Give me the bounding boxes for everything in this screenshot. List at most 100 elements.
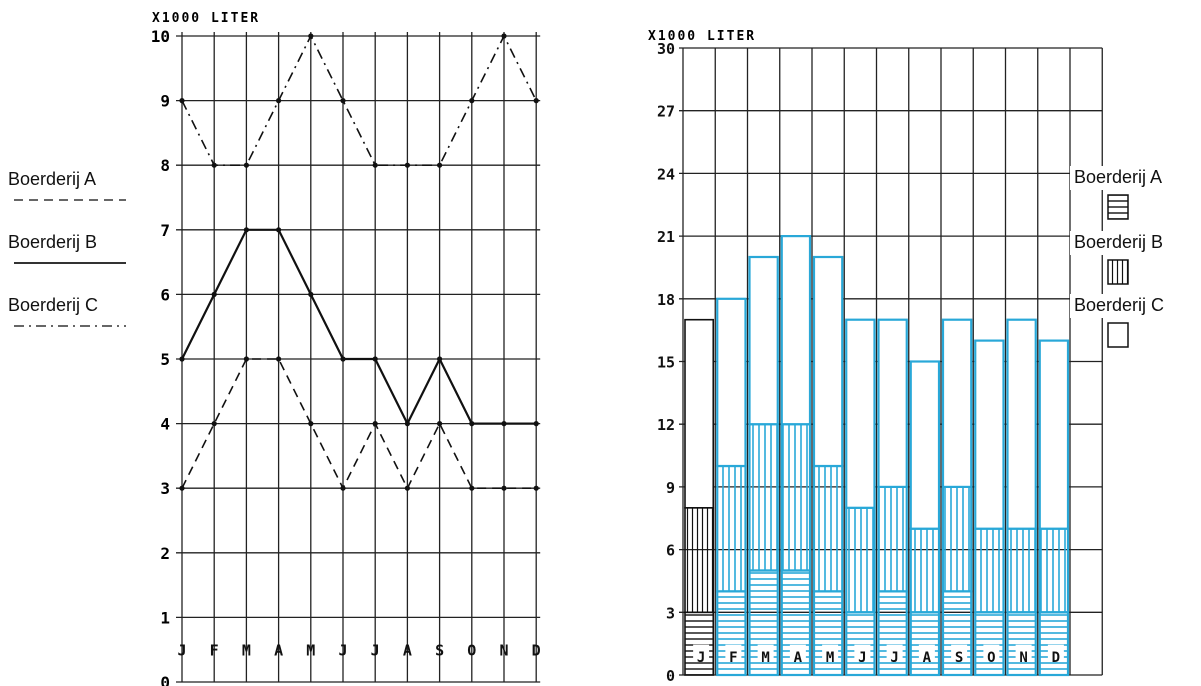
y-tick-label: 30 [657, 40, 675, 58]
series-line [181, 228, 537, 427]
x-tick-bg [789, 644, 806, 661]
y-tick-label: 1 [160, 608, 170, 627]
x-tick-bg [693, 644, 710, 661]
x-tick-label: D [1052, 650, 1060, 666]
left-legend: Boerderij A Boerderij B Boerderij C [8, 169, 126, 327]
data-point [243, 227, 249, 233]
legend-swatch [1107, 322, 1129, 348]
y-tick-label: 9 [160, 92, 170, 111]
bar-segment [845, 506, 876, 614]
y-tick-label: 10 [151, 27, 170, 46]
data-point [437, 356, 443, 362]
x-tick-bg [822, 644, 839, 661]
y-tick-label: 12 [657, 416, 675, 434]
x-tick-label: J [177, 642, 186, 660]
series-line [181, 34, 537, 166]
left-unit-label: X1000 LITER [152, 11, 260, 26]
data-point [469, 421, 475, 427]
x-tick-bg [725, 644, 742, 661]
y-tick-label: 2 [160, 544, 170, 563]
data-point [308, 291, 314, 297]
x-tick-label: J [338, 642, 347, 660]
x-tick-label: J [858, 650, 866, 666]
data-point [308, 33, 314, 39]
stacked-bar-chart: X1000 LITER 0 3 6 9 12 15 18 21 24 27 30 J F M A M J J A S… [648, 29, 1195, 685]
bar-segment [909, 360, 941, 530]
x-tick-label: O [987, 650, 995, 666]
x-tick-bg [854, 644, 871, 661]
legend-label: Boerderij B [8, 232, 97, 252]
bar-segment [1006, 527, 1037, 614]
bar-segment [716, 590, 747, 677]
data-point [437, 421, 443, 427]
data-point [276, 227, 282, 233]
x-tick-bg [757, 644, 774, 661]
x-tick-label: F [210, 642, 219, 660]
legend-label: Boerderij C [8, 295, 98, 315]
bar-segment [877, 318, 908, 489]
y-tick-label: 15 [657, 354, 675, 372]
y-tick-label: 24 [657, 165, 675, 183]
y-tick-label: 6 [160, 285, 170, 304]
left-y-ticks: 0 1 2 3 4 5 6 7 8 9 10 [151, 27, 170, 686]
x-tick-label: J [371, 642, 380, 660]
data-point [372, 421, 378, 427]
bar-segment [1006, 611, 1037, 677]
data-point [533, 421, 539, 427]
bar-segment [812, 255, 844, 468]
legend-label: Boerderij C [1074, 295, 1164, 315]
data-point [243, 162, 249, 168]
x-tick-label: M [242, 642, 251, 660]
data-point [437, 162, 443, 168]
data-point [276, 356, 282, 362]
y-tick-label: 3 [160, 479, 170, 498]
data-point [179, 485, 185, 491]
bar-segment [716, 297, 747, 468]
legend-swatch [1107, 194, 1129, 220]
legend-swatch [1107, 259, 1129, 285]
x-tick-bg [1047, 644, 1064, 661]
bar-segment [941, 485, 973, 593]
bar-segment [1006, 318, 1037, 530]
legend-label-bg [1070, 231, 1195, 255]
x-tick-label: J [890, 650, 898, 666]
legend-label: Boerderij A [1074, 167, 1162, 187]
x-tick-label: A [403, 642, 412, 660]
x-tick-label: J [697, 650, 705, 666]
data-point [533, 485, 539, 491]
bar-segment [780, 423, 812, 572]
y-tick-label: 9 [666, 479, 675, 497]
data-point [404, 485, 410, 491]
y-tick-label: 18 [657, 291, 675, 309]
data-point [501, 485, 507, 491]
bar-segment [1038, 611, 1070, 677]
line-chart: X1000 LITER 0 1 2 3 4 5 6 7 8 9 10 J F M A M J J A S O N D Bo… [8, 11, 541, 686]
bar-segment [748, 255, 779, 426]
series-line [181, 358, 537, 490]
y-tick-label: 7 [160, 221, 170, 240]
x-tick-bg [1015, 644, 1032, 661]
data-point [340, 98, 346, 104]
data-point [533, 98, 539, 104]
y-tick-label: 3 [666, 604, 675, 622]
x-tick-bg [886, 644, 903, 661]
data-point [340, 356, 346, 362]
bar-segment [974, 339, 1005, 530]
x-tick-label: D [532, 642, 541, 660]
bar-segment [877, 485, 908, 593]
data-point [469, 98, 475, 104]
x-tick-bg [983, 644, 1000, 661]
y-tick-label: 6 [666, 542, 675, 560]
bar-segment [909, 527, 941, 614]
bar-segment [812, 464, 844, 593]
x-tick-label: S [435, 642, 444, 660]
data-point [340, 485, 346, 491]
x-tick-label: N [499, 642, 508, 660]
x-tick-label: F [729, 650, 737, 666]
data-point [469, 485, 475, 491]
data-point [372, 162, 378, 168]
x-tick-bg [918, 644, 935, 661]
